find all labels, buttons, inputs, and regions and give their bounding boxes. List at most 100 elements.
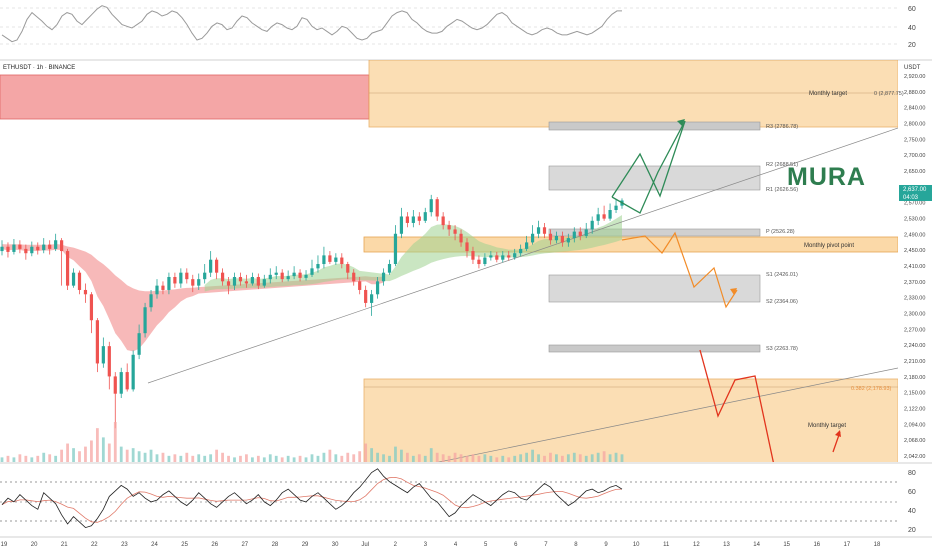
x-tick-label: 17 — [844, 542, 851, 548]
volume-bar — [84, 446, 87, 462]
rsi-bottom-line — [1, 468, 623, 529]
candle-body — [387, 264, 392, 273]
x-tick-label: 10 — [633, 542, 640, 548]
candle-body — [256, 276, 260, 286]
volume-bar — [286, 455, 290, 462]
candle-body — [441, 216, 445, 226]
r3-box — [548, 121, 761, 131]
rsi-bottom-panel: 80 60 40 20 — [0, 468, 916, 534]
price-tick-label: 2,042.00 — [904, 454, 925, 460]
candle-body — [477, 259, 481, 265]
candle-body — [548, 233, 553, 241]
candle-body — [83, 289, 88, 295]
volume-bar — [292, 457, 296, 462]
candle-body — [453, 229, 457, 234]
volume-bar — [507, 457, 511, 462]
price-tick-label: 2,094.00 — [904, 422, 925, 428]
volume-bar — [137, 451, 141, 462]
p-box — [548, 228, 761, 237]
x-axis[interactable]: 19 20 21 22 23 24 25 26 27 28 29 30 Jul 2 3 4 5 6 7 8 9 10 11 1… — [1, 542, 881, 548]
x-tick-label: 23 — [121, 542, 128, 548]
candle-body — [483, 257, 487, 265]
candle-body — [155, 285, 159, 295]
candle-body — [65, 251, 70, 286]
volume-bar — [513, 455, 517, 462]
monthly-pivot-label: Monthly pivot point — [804, 243, 854, 249]
monthly-target-zone-lower — [363, 378, 898, 462]
volume-bar — [495, 457, 499, 462]
candle-body — [328, 255, 332, 262]
candle-body — [417, 216, 421, 221]
rsi-top-tick-20: 20 — [908, 42, 916, 49]
x-tick-label: 4 — [454, 542, 458, 548]
volume-bar — [543, 455, 546, 462]
candle-body — [89, 294, 94, 321]
volume-bar — [602, 451, 606, 462]
volume-bar — [620, 454, 624, 462]
x-tick-label: 19 — [1, 542, 8, 548]
candle-body — [292, 272, 296, 277]
candle-body — [185, 272, 189, 280]
candle-body — [614, 205, 618, 210]
rsi-bottom-tick-20: 20 — [908, 527, 916, 534]
bearish-projection — [699, 349, 774, 462]
volume-bar — [280, 457, 284, 462]
current-price-countdown: 04:03 — [903, 195, 919, 201]
volume-bar — [465, 455, 469, 462]
price-tick-label: 2,330.00 — [904, 296, 925, 302]
candle-body — [590, 220, 594, 230]
volume-bar — [119, 446, 123, 462]
volume-bar — [66, 443, 69, 462]
price-tick-label: 2,650.00 — [904, 169, 925, 175]
volume-bar — [54, 455, 58, 462]
volume-bar — [405, 452, 409, 462]
volume-bar — [578, 454, 582, 462]
volume-bar — [584, 455, 588, 462]
candle-body — [519, 248, 523, 254]
rsi-top-tick-60: 60 — [908, 6, 916, 13]
x-tick-label: 12 — [693, 542, 700, 548]
x-tick-label: 24 — [151, 542, 158, 548]
candle-body — [36, 246, 40, 251]
volume-bar — [608, 454, 612, 462]
volume-bar — [394, 446, 397, 462]
candle-body — [262, 279, 266, 286]
price-tick-label: 2,240.00 — [904, 343, 925, 349]
trendline-main — [147, 127, 898, 384]
candle-body — [596, 214, 600, 221]
candle-body — [554, 235, 559, 241]
candle-body — [149, 294, 153, 308]
volume-bar — [477, 455, 481, 462]
candle-body — [280, 272, 284, 280]
candle-body — [6, 246, 10, 252]
price-tick-label: 2,530.00 — [904, 217, 925, 223]
candle-body — [465, 242, 469, 252]
volume-bar — [537, 454, 540, 462]
candle-body — [30, 246, 34, 254]
volume-bar — [42, 452, 46, 462]
p-label: P (2526.28) — [766, 229, 795, 235]
volume-bar — [423, 455, 427, 462]
volume-bar — [340, 455, 344, 462]
candle-body — [119, 372, 123, 394]
volume-bar — [566, 454, 570, 462]
volume-bar — [24, 455, 28, 462]
x-tick-label: 14 — [753, 542, 760, 548]
volume-bar — [400, 449, 403, 462]
current-price-tag — [899, 185, 932, 201]
candle-body — [316, 264, 320, 269]
candle-body — [411, 216, 415, 223]
candle-body — [268, 274, 272, 280]
candle-body — [209, 259, 213, 273]
candle-body — [113, 376, 117, 394]
volume-bar — [364, 443, 368, 462]
x-tick-label: 15 — [783, 542, 790, 548]
volume-bar — [48, 454, 52, 462]
volume-bar — [614, 452, 618, 462]
volume-bar — [185, 452, 189, 462]
volume-bar — [489, 455, 493, 462]
candle-body — [298, 272, 302, 278]
candle-body — [602, 214, 606, 219]
